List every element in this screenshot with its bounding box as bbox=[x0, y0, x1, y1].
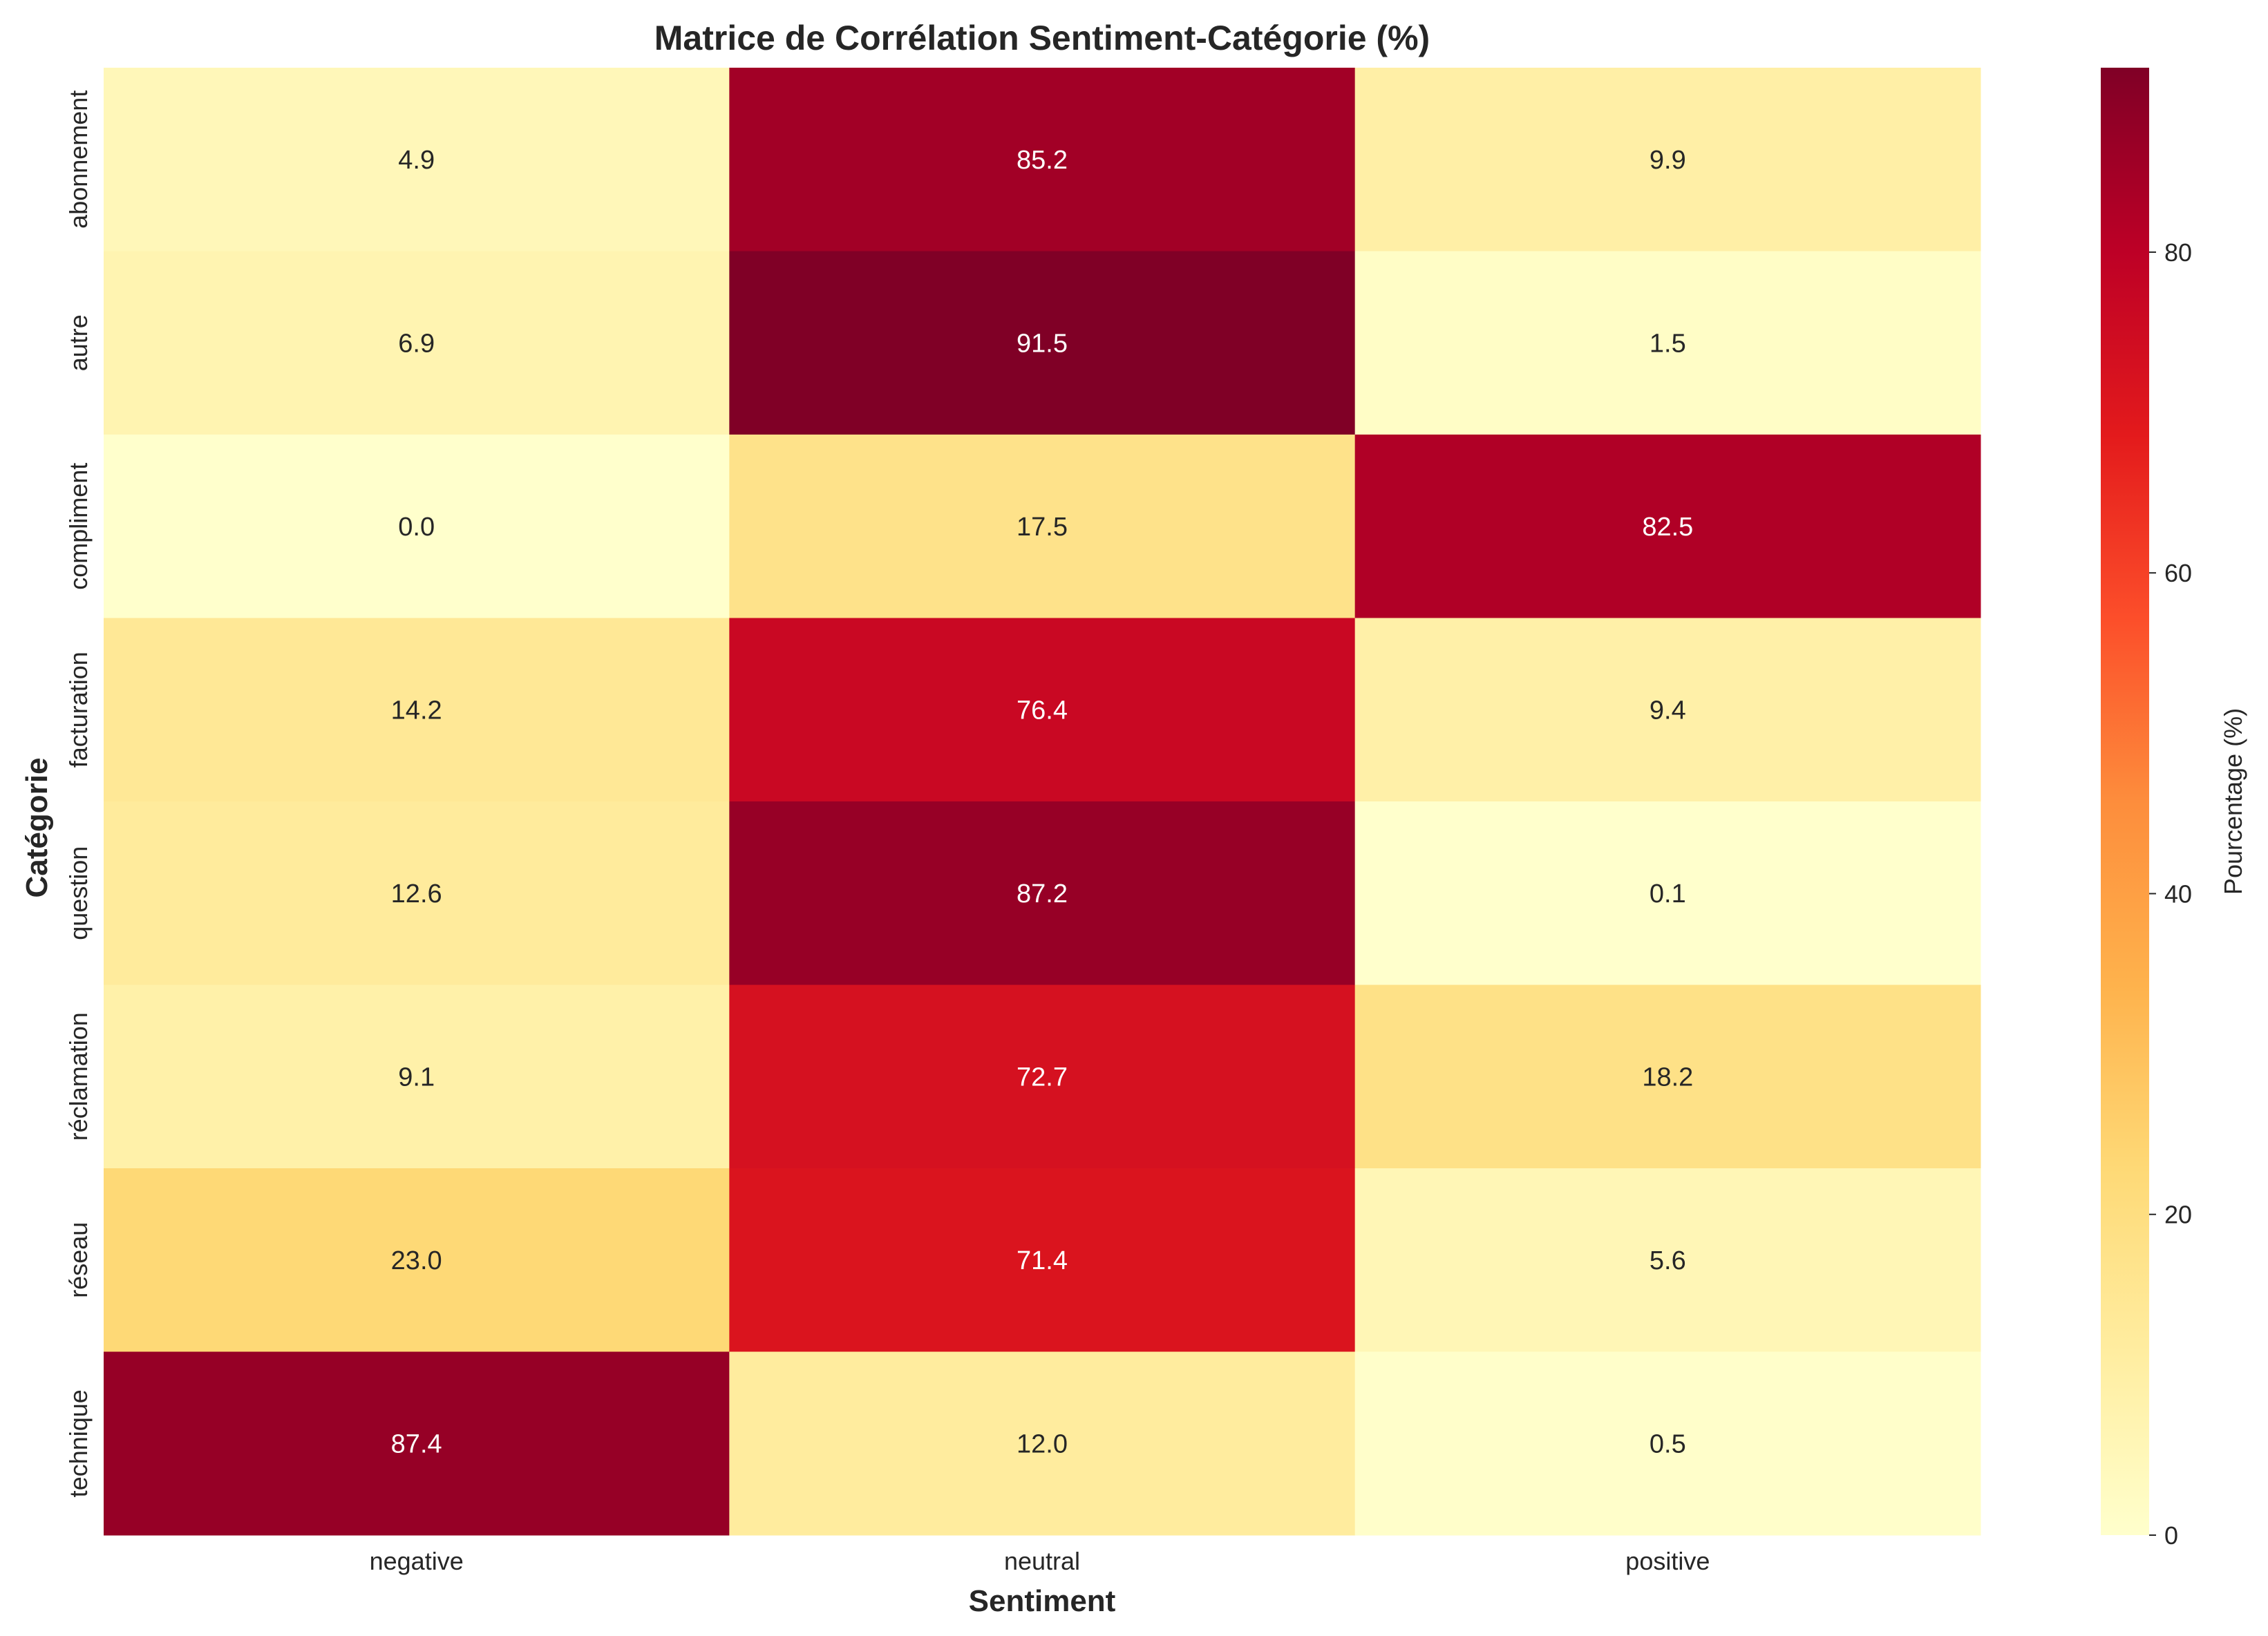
heatmap-cell bbox=[729, 435, 1356, 618]
heatmap-cell bbox=[729, 985, 1356, 1169]
x-tick-label: neutral bbox=[1004, 1547, 1080, 1575]
chart-title: Matrice de Corrélation Sentiment-Catégor… bbox=[654, 19, 1430, 57]
colorbar-ticks: 0 20 40 60 80 bbox=[2149, 238, 2192, 1550]
heatmap-cell-label: 87.4 bbox=[391, 1429, 442, 1458]
heatmap-cell bbox=[1354, 68, 1981, 251]
y-tick-label: question bbox=[64, 846, 93, 940]
heatmap-cell-label: 6.9 bbox=[398, 329, 435, 358]
x-tick-label: positive bbox=[1625, 1547, 1710, 1575]
colorbar-label: Pourcentage (%) bbox=[2219, 708, 2247, 895]
y-tick-label: réseau bbox=[64, 1222, 93, 1298]
heatmap-cell-label: 23.0 bbox=[391, 1246, 442, 1275]
colorbar-tick-label: 60 bbox=[2164, 559, 2192, 587]
heatmap-cell-labels: 4.9 85.2 9.9 6.9 91.5 1.5 0.0 17.5 82.5 14.2 76.4 9… bbox=[391, 146, 1694, 1459]
heatmap-cell-label: 82.5 bbox=[1642, 513, 1693, 542]
heatmap-cell-label: 9.4 bbox=[1650, 696, 1686, 725]
heatmap-cell-label: 1.5 bbox=[1650, 329, 1686, 358]
heatmap-cell-label: 18.2 bbox=[1642, 1063, 1693, 1092]
y-axis-title: Catégorie bbox=[20, 758, 54, 898]
heatmap-cell-label: 71.4 bbox=[1017, 1246, 1068, 1275]
heatmap-cell-label: 72.7 bbox=[1017, 1063, 1068, 1092]
y-tick-label: abonnement bbox=[64, 91, 93, 229]
heatmap-cell bbox=[1354, 618, 1981, 802]
colorbar bbox=[2101, 68, 2149, 1535]
colorbar-tick-label: 20 bbox=[2164, 1201, 2192, 1229]
heatmap-cell bbox=[104, 618, 730, 802]
heatmap-cell-label: 85.2 bbox=[1017, 146, 1068, 175]
colorbar-tick-label: 40 bbox=[2164, 879, 2192, 908]
heatmap-cell bbox=[104, 435, 730, 618]
heatmap-cell bbox=[1354, 1168, 1981, 1352]
heatmap-cell bbox=[104, 1351, 730, 1536]
heatmap-cell bbox=[729, 68, 1356, 251]
heatmap-cell-label: 9.1 bbox=[398, 1063, 435, 1092]
heatmap-cell-label: 0.0 bbox=[398, 513, 435, 542]
heatmap-cell-label: 4.9 bbox=[398, 146, 435, 175]
heatmap-cell-label: 87.2 bbox=[1017, 879, 1068, 909]
heatmap-cell-label: 5.6 bbox=[1650, 1246, 1686, 1275]
heatmap-cell-label: 0.5 bbox=[1650, 1429, 1686, 1458]
heatmap-cell-label: 12.6 bbox=[391, 879, 442, 909]
heatmap-cell bbox=[729, 618, 1356, 802]
y-axis-ticks: abonnement autre compliment facturation ques… bbox=[64, 91, 93, 1498]
colorbar-tick-label: 0 bbox=[2164, 1521, 2178, 1550]
heatmap-cell bbox=[729, 1351, 1356, 1536]
y-tick-label: facturation bbox=[64, 651, 93, 768]
heatmap-cell bbox=[104, 801, 730, 985]
heatmap-cell bbox=[729, 251, 1356, 435]
colorbar-tick-label: 80 bbox=[2164, 238, 2192, 267]
heatmap-cell-label: 76.4 bbox=[1017, 696, 1068, 725]
heatmap-cell bbox=[1354, 1351, 1981, 1536]
y-tick-label: technique bbox=[64, 1389, 93, 1497]
x-tick-label: negative bbox=[370, 1547, 464, 1575]
heatmap-cell bbox=[729, 801, 1356, 985]
heatmap-cell bbox=[1354, 801, 1981, 985]
y-tick-label: autre bbox=[64, 314, 93, 371]
heatmap-cell bbox=[104, 1168, 730, 1352]
heatmap-cell bbox=[1354, 251, 1981, 435]
heatmap-cell-label: 12.0 bbox=[1017, 1429, 1068, 1458]
heatmap-cells bbox=[104, 68, 1981, 1536]
y-tick-label: réclamation bbox=[64, 1012, 93, 1141]
heatmap-cell-label: 14.2 bbox=[391, 696, 442, 725]
x-axis-title: Sentiment bbox=[969, 1584, 1116, 1618]
heatmap-cell bbox=[1354, 435, 1981, 618]
x-axis-ticks: negative neutral positive bbox=[370, 1547, 1710, 1575]
heatmap-cell bbox=[104, 985, 730, 1169]
y-tick-label: compliment bbox=[64, 463, 93, 590]
heatmap-cell bbox=[104, 251, 730, 435]
heatmap-cell-label: 0.1 bbox=[1650, 879, 1686, 909]
heatmap-cell bbox=[1354, 985, 1981, 1169]
heatmap-cell bbox=[104, 68, 730, 251]
heatmap-cell-label: 91.5 bbox=[1017, 329, 1068, 358]
heatmap-cell bbox=[729, 1168, 1356, 1352]
heatmap-cell-label: 9.9 bbox=[1650, 146, 1686, 175]
heatmap-cell-label: 17.5 bbox=[1017, 513, 1068, 542]
